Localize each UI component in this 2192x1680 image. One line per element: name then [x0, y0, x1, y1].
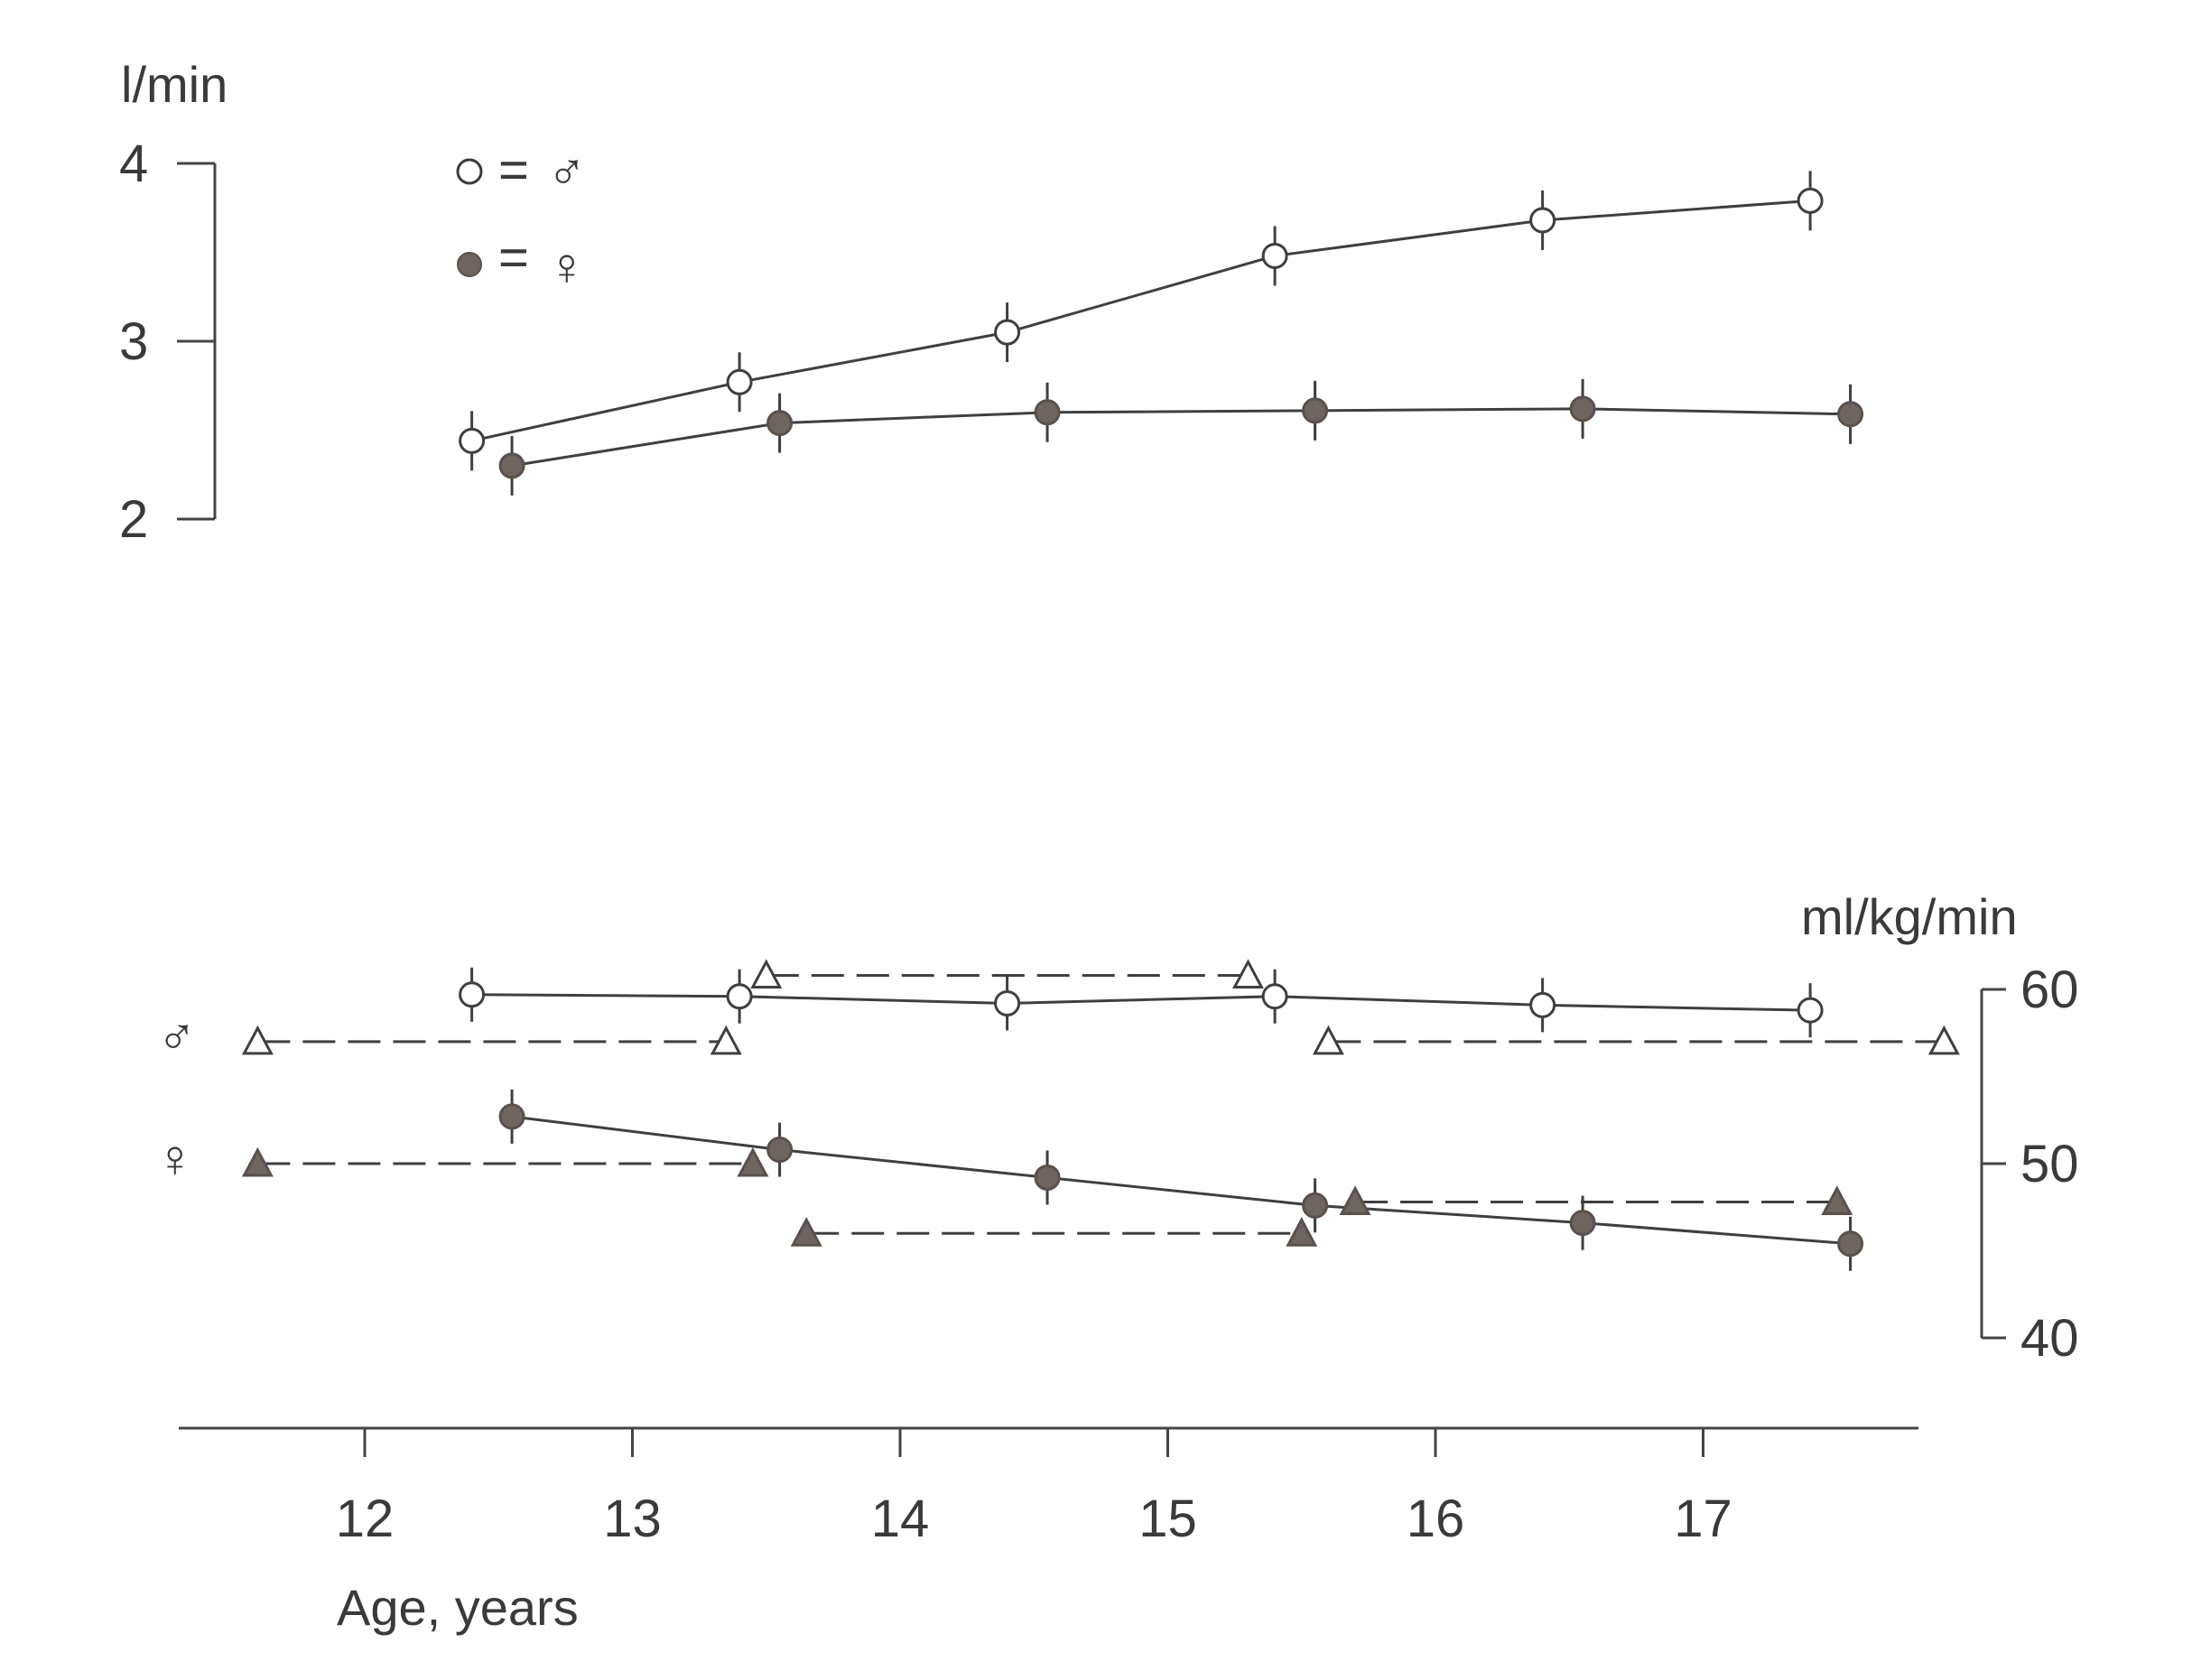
- male-reference-point: [710, 1025, 742, 1055]
- top-female-point: [766, 410, 794, 437]
- bottom-male-point: [1797, 997, 1824, 1024]
- top-y-tick-label: 2: [119, 490, 148, 549]
- female-reference-point: [1339, 1185, 1371, 1215]
- top-series-layer: [459, 171, 1864, 496]
- x-ticks: 12 13 14 15 16 17: [336, 1428, 1732, 1548]
- female-reference-point: [1286, 1217, 1318, 1247]
- top-y-axis-label: l/min: [121, 56, 228, 113]
- male-reference-point: [750, 959, 783, 989]
- legend-equals-male: =: [498, 141, 529, 200]
- bottom-series-line: [471, 993, 1811, 1012]
- bottom-y-tick-label: 60: [2020, 961, 2079, 1019]
- top-series-line: [471, 199, 1811, 442]
- bottom-male-point: [1529, 991, 1556, 1018]
- male-reference-point: [1927, 1025, 1960, 1055]
- bottom-male-point: [994, 989, 1021, 1016]
- top-female-point: [1837, 401, 1864, 428]
- top-male-point: [994, 319, 1021, 346]
- legend-open-circle-icon: [456, 158, 483, 185]
- bottom-female-point: [1034, 1164, 1061, 1191]
- female-reference-point: [790, 1217, 822, 1247]
- female-reference-point: [241, 1146, 274, 1177]
- bottom-male-point: [1261, 983, 1288, 1010]
- bottom-y-tick-label: 40: [2020, 1309, 2079, 1368]
- bottom-y-tick-label: 50: [2020, 1135, 2079, 1193]
- male-reference-point: [1231, 959, 1264, 989]
- bottom-male-point: [459, 981, 486, 1008]
- bottom-y-ticks: 40 50 60: [1982, 961, 2079, 1368]
- bottom-female-point: [1837, 1230, 1864, 1258]
- top-female-point: [1034, 399, 1061, 426]
- bottom-y-axis-label: ml/kg/min: [1801, 888, 2018, 945]
- female-reference-point: [737, 1146, 769, 1177]
- top-male-point: [459, 427, 486, 454]
- top-female-point: [1569, 395, 1596, 422]
- legend-equals-female: =: [498, 228, 529, 287]
- x-tick-label: 12: [336, 1490, 395, 1548]
- bottom-female-point: [498, 1103, 525, 1130]
- top-y-tick-label: 3: [119, 312, 148, 371]
- top-y-tick-label: 4: [119, 135, 148, 193]
- x-tick-label: 15: [1138, 1490, 1197, 1548]
- bottom-female-point: [1302, 1192, 1329, 1219]
- bottom-series-line: [511, 1115, 1851, 1246]
- top-female-point: [498, 452, 525, 479]
- legend-male-label: ♂: [547, 143, 587, 201]
- x-axis-label: Age, years: [337, 1579, 579, 1636]
- male-reference-point: [1312, 1025, 1344, 1055]
- x-tick-label: 17: [1674, 1490, 1732, 1548]
- bottom-series-layer: [241, 959, 1960, 1271]
- top-series-line: [511, 407, 1851, 468]
- male-row-label: ♂: [157, 1007, 197, 1066]
- top-female-point: [1302, 397, 1329, 424]
- x-tick-label: 16: [1407, 1490, 1465, 1548]
- bottom-female-point: [766, 1137, 794, 1164]
- top-male-point: [1797, 187, 1824, 214]
- x-axis: 12 13 14 15 16 17 Age, years: [179, 1426, 1918, 1636]
- top-male-point: [726, 368, 753, 395]
- top-y-ticks: 2 3 4: [119, 135, 215, 549]
- absolute-vo2-chart: l/min 2 3 4 = ♂ = ♀: [119, 56, 1864, 549]
- bottom-female-point: [1569, 1210, 1596, 1237]
- x-tick-label: 14: [871, 1490, 930, 1548]
- top-male-point: [1261, 242, 1288, 269]
- female-reference-point: [1821, 1185, 1853, 1215]
- female-row-label: ♀: [155, 1129, 195, 1188]
- legend-female-label: ♀: [547, 237, 587, 296]
- x-tick-label: 13: [603, 1490, 662, 1548]
- legend: = ♂ = ♀: [456, 141, 587, 296]
- top-male-point: [1529, 207, 1556, 234]
- relative-vo2-chart: ml/kg/min 40 50 60 ♂ ♀: [155, 888, 2079, 1368]
- legend-filled-circle-icon: [457, 252, 482, 277]
- bottom-male-point: [726, 983, 753, 1010]
- male-reference-point: [241, 1025, 274, 1055]
